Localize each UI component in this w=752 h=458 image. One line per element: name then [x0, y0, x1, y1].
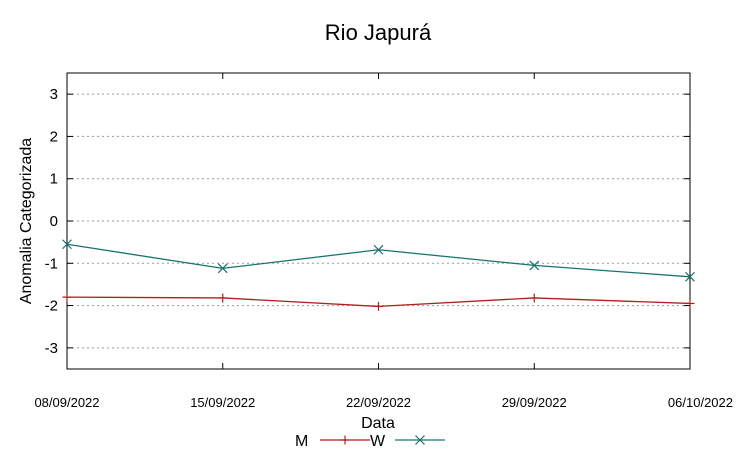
x-tick-label: 29/09/2022: [502, 395, 567, 410]
data-point-W: [217, 263, 228, 274]
y-tick-label: 3: [50, 86, 58, 103]
legend-marker-M: [340, 435, 350, 445]
x-tick-label: 06/10/2022: [668, 395, 733, 410]
legend-label-M: M: [295, 433, 308, 450]
y-tick-label: 1: [50, 171, 58, 188]
legend-label-W: W: [370, 433, 386, 450]
series-group: [62, 239, 695, 311]
x-axis-ticks: 08/09/2022 15/09/2022 22/09/2022 29/09/2022…: [34, 73, 733, 410]
data-point-M: [62, 292, 72, 302]
x-tick-label: 15/09/2022: [190, 395, 255, 410]
data-point-W: [685, 271, 695, 282]
x-tick-label: 08/09/2022: [34, 395, 99, 410]
data-point-M: [218, 293, 228, 303]
y-axis-ticks: 3 2 1 0 -1 -2 -3: [45, 86, 690, 357]
y-tick-label: -2: [45, 298, 58, 315]
chart-title: Rio Japurá: [325, 20, 432, 45]
legend-marker-W: [415, 435, 425, 445]
y-tick-label: 0: [50, 213, 58, 230]
data-point-W: [373, 244, 384, 255]
x-axis-label: Data: [361, 415, 395, 432]
data-point-W: [62, 239, 72, 250]
data-point-M: [685, 298, 695, 308]
data-point-M: [374, 301, 383, 311]
y-tick-label: 2: [50, 128, 58, 145]
data-point-M: [529, 293, 539, 303]
x-tick-label: 22/09/2022: [346, 395, 411, 410]
data-point-W: [529, 260, 540, 271]
y-axis-label: Anomalia Categorizada: [18, 138, 35, 304]
y-tick-label: -3: [45, 340, 58, 357]
y-tick-label: -1: [45, 255, 58, 272]
